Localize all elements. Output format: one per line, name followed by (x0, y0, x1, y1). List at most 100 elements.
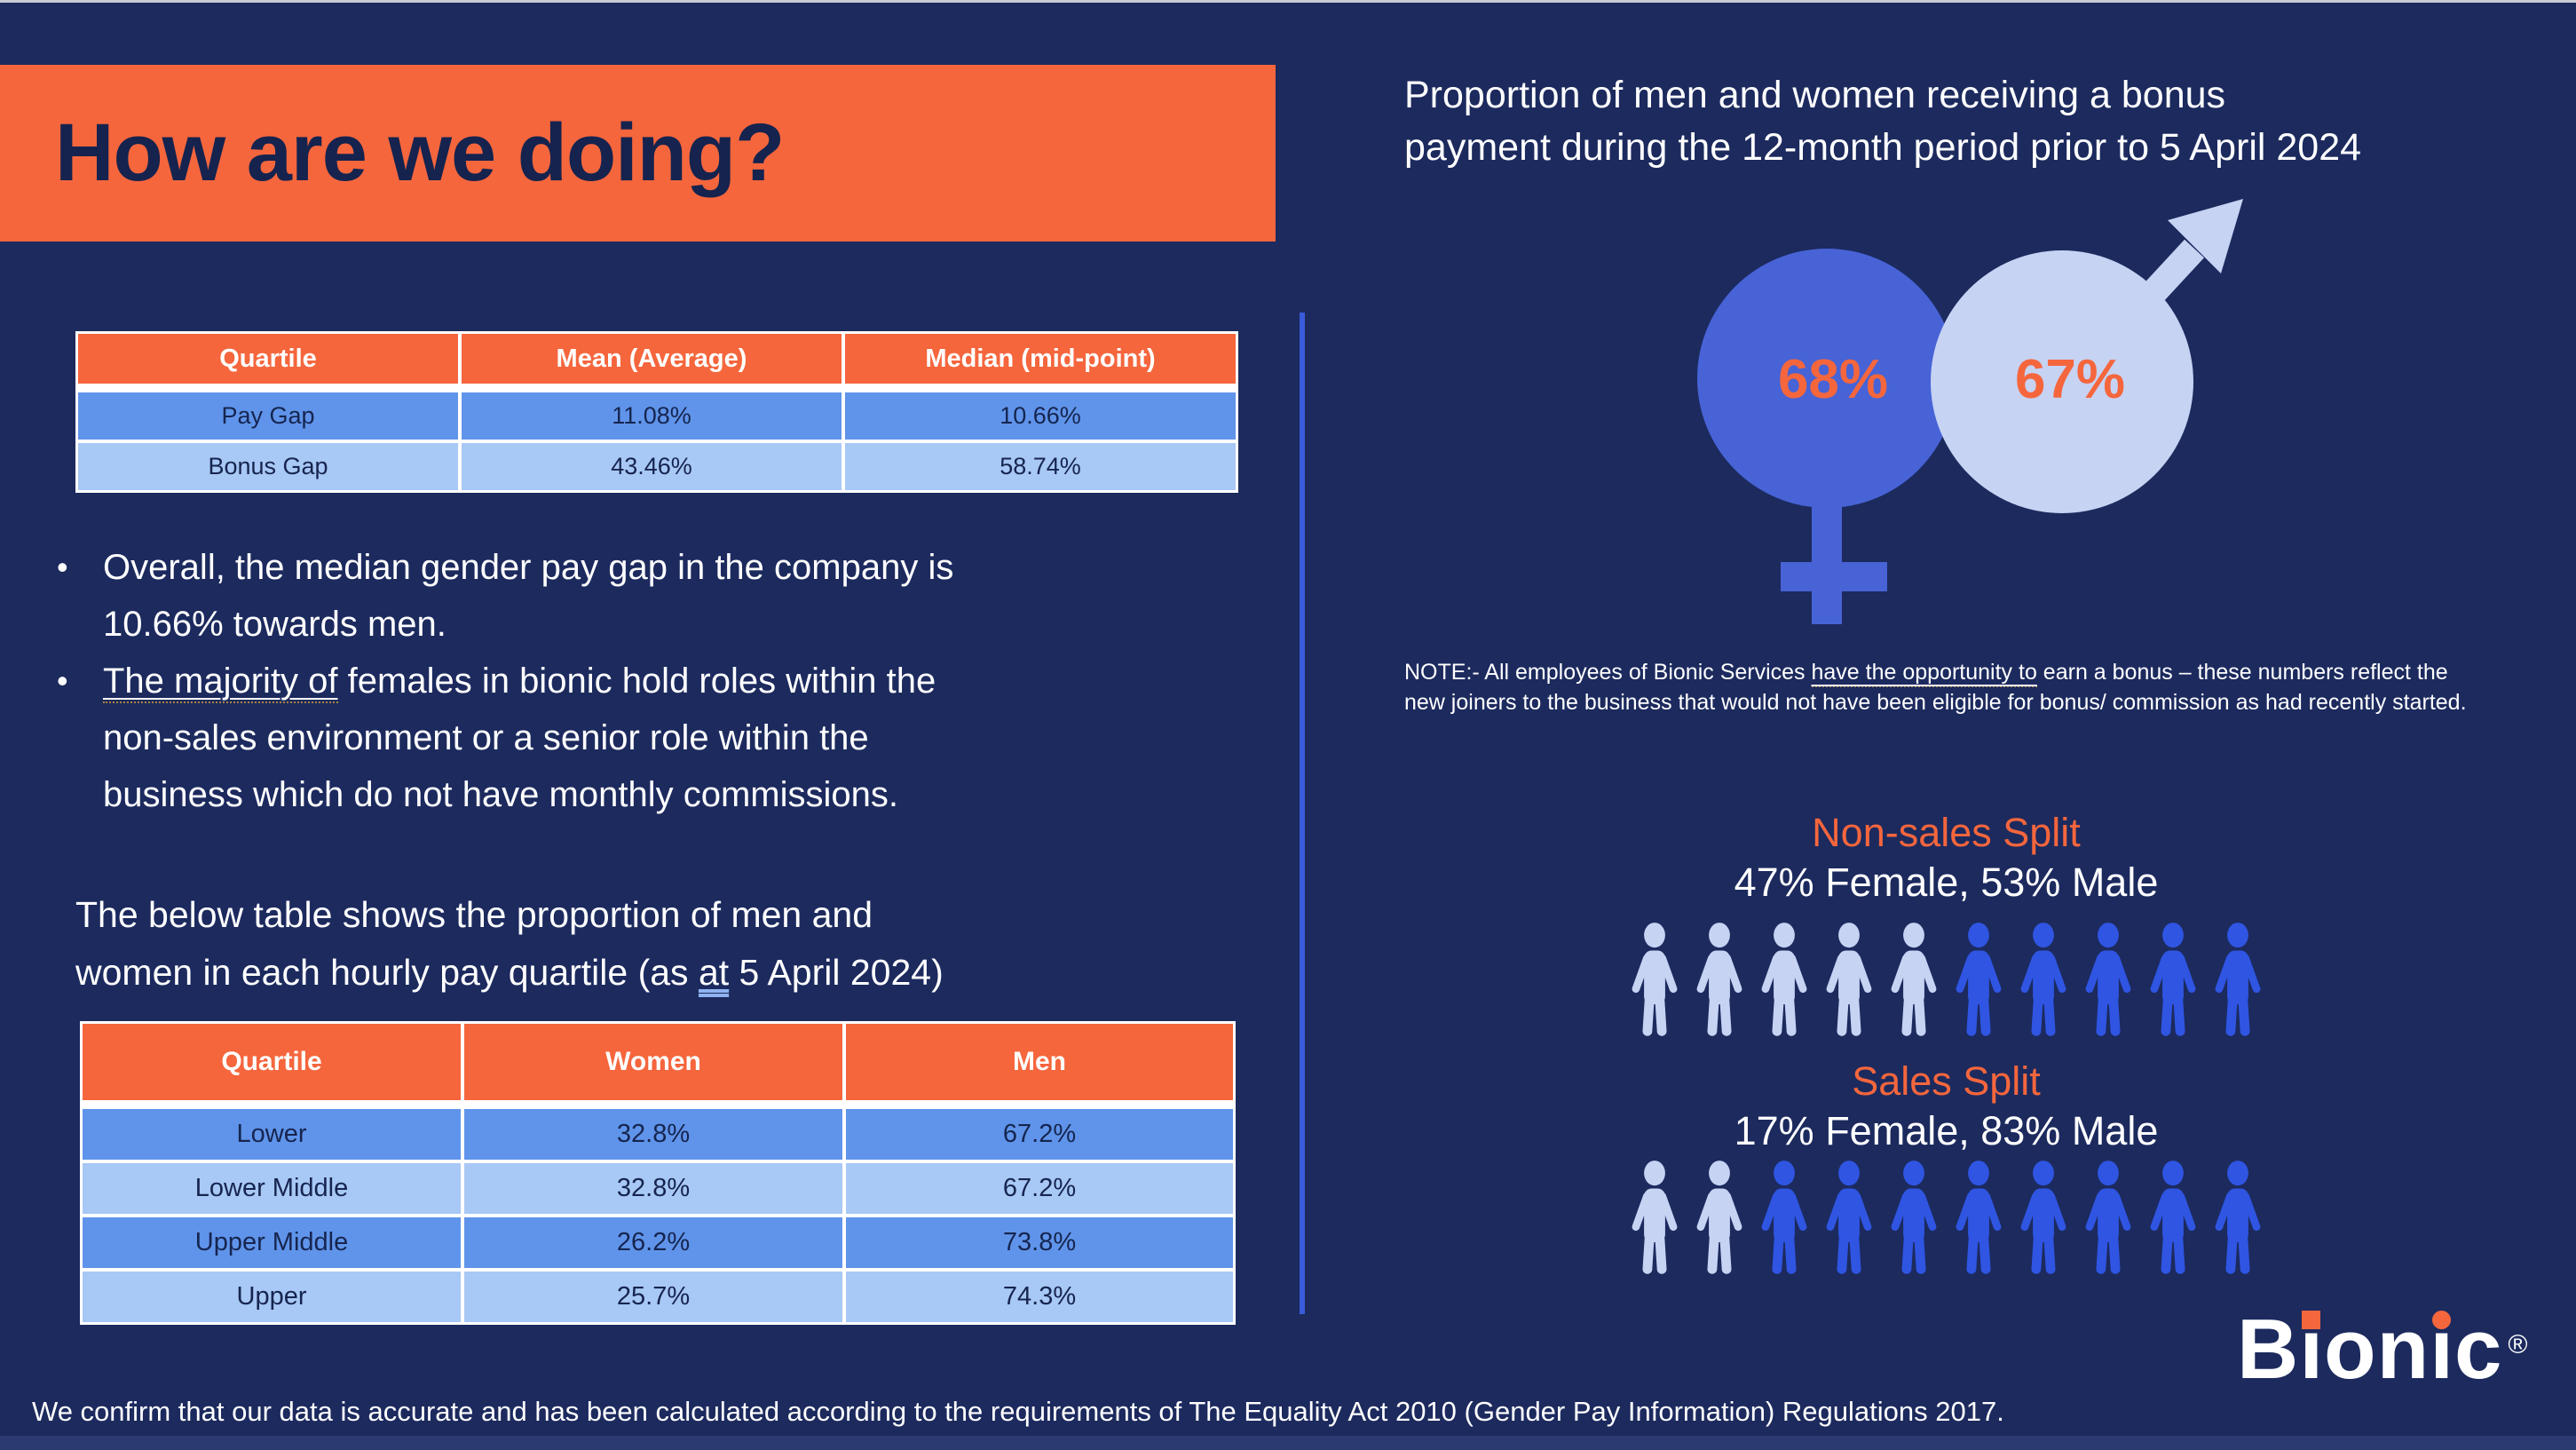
person-icon (2085, 1161, 2131, 1274)
table-cell: 43.46% (462, 443, 842, 490)
person-icon (1891, 1161, 1937, 1274)
text-fragment: at (698, 952, 730, 993)
person-icon (2150, 1161, 2196, 1274)
person-icon (1956, 923, 2002, 1036)
table-cell: Quartile (83, 1024, 461, 1100)
registered-mark: ® (2508, 1330, 2528, 1359)
text-fragment: payment during the 12-month period prior… (1404, 126, 2362, 169)
person-icon (1632, 923, 1678, 1036)
page-title: How are we doing? (55, 107, 785, 198)
sales-pictogram-row (1607, 1160, 2286, 1277)
header-banner: How are we doing? (0, 65, 1276, 242)
table-row: Lower 32.8% 67.2% (83, 1109, 1233, 1160)
sales-split-title: Sales Split (1852, 1058, 2041, 1104)
bullet-item: Overall, the median gender pay gap in th… (51, 539, 1232, 653)
logo-letter: B (2237, 1302, 2300, 1397)
table-cell: Pay Gap (78, 392, 458, 440)
table-cell: 67.2% (846, 1109, 1233, 1160)
table-cell: Men (846, 1024, 1233, 1100)
table-row: Upper Middle 26.2% 73.8% (83, 1217, 1233, 1268)
table-cell: Lower Middle (83, 1163, 461, 1214)
person-icon (2215, 923, 2261, 1036)
person-icon (1826, 1161, 1872, 1274)
top-hairline (0, 0, 2576, 3)
table-cell: 25.7% (464, 1272, 842, 1322)
person-icon (1956, 1161, 2002, 1274)
quartile-table: Quartile Women Men Lower 32.8% 67.2% Lower Mid… (80, 1021, 1236, 1325)
text-fragment: non-sales environment or a senior role w… (103, 718, 869, 757)
table-cell: 67.2% (846, 1163, 1233, 1214)
person-icon (1696, 1161, 1742, 1274)
person-icon (1891, 923, 1937, 1036)
table-header-row: Quartile Women Men (83, 1024, 1233, 1100)
female-symbol-icon (1697, 249, 1956, 624)
text-fragment: The below table shows the proportion of … (75, 894, 873, 935)
table-row: Lower Middle 32.8% 67.2% (83, 1163, 1233, 1214)
person-icon (1761, 1161, 1807, 1274)
gender-symbols-graphic: 68% 67% (1697, 199, 2243, 624)
nonsales-split-values: 47% Female, 53% Male (1734, 860, 2159, 905)
table-cell: Upper (83, 1272, 461, 1322)
person-icon (1696, 923, 1742, 1036)
male-symbol-icon (1931, 199, 2243, 513)
table-cell: 58.74% (845, 443, 1236, 490)
table-header-row: Quartile Mean (Average) Median (mid-point) (78, 334, 1236, 384)
table-row: Bonus Gap 43.46% 58.74% (78, 443, 1236, 490)
logo-i-dot-round: ı (2430, 1302, 2454, 1397)
person-icon (2020, 923, 2066, 1036)
table-row: Pay Gap 11.08% 10.66% (78, 392, 1236, 440)
text-fragment: Proportion of men and women receiving a … (1404, 74, 2226, 116)
bonus-section-heading: Proportion of men and women receiving a … (1404, 69, 2558, 174)
person-icon (2150, 923, 2196, 1036)
text-fragment: earn a bonus – these numbers reflect the (2036, 660, 2448, 685)
logo-i-dot-square: ı (2299, 1302, 2324, 1397)
table-cell: Quartile (78, 334, 458, 384)
compliance-statement: We confirm that our data is accurate and… (32, 1396, 2004, 1427)
text-fragment: 5 April 2024) (729, 952, 944, 993)
summary-bullets: Overall, the median gender pay gap in th… (51, 539, 1232, 823)
person-icon (2085, 923, 2131, 1036)
text-fragment: women in each hourly pay quartile (as (75, 952, 699, 993)
quartile-table-intro: The below table shows the proportion of … (75, 886, 1256, 1002)
logo-letter: c (2454, 1302, 2503, 1397)
bonus-note: NOTE:- All employees of Bionic Services … (1404, 657, 2558, 717)
text-fragment: have the opportunity to (1811, 660, 2037, 687)
table-cell: Women (464, 1024, 842, 1100)
table-cell: 11.08% (462, 392, 842, 440)
text-fragment: females in bionic hold roles within the (337, 662, 936, 701)
table-row: Upper 25.7% 74.3% (83, 1272, 1233, 1322)
pay-gap-table: Quartile Mean (Average) Median (mid-point)… (75, 331, 1238, 493)
person-icon (2215, 1161, 2261, 1274)
table-cell: Lower (83, 1109, 461, 1160)
gender-symbols-figure: 68% 67% (1607, 185, 2281, 677)
bottom-strip (0, 1436, 2576, 1450)
text-fragment: The majority of (103, 662, 338, 703)
text-fragment: 10.66% towards men. (103, 605, 446, 644)
table-cell: 73.8% (846, 1217, 1233, 1268)
logo-letter: n (2376, 1302, 2430, 1397)
logo-letter: o (2324, 1302, 2377, 1397)
sales-split-values: 17% Female, 83% Male (1734, 1108, 2159, 1153)
vertical-divider (1300, 313, 1305, 1314)
female-bonus-percentage: 68% (1778, 349, 1888, 410)
table-cell: Median (mid-point) (845, 334, 1236, 384)
person-icon (2020, 1161, 2066, 1274)
person-icon (1761, 923, 1807, 1036)
table-cell: Mean (Average) (462, 334, 842, 384)
split-sections: Non-sales Split 47% Female, 53% Male Sal… (1607, 0, 2286, 1450)
text-fragment: Overall, the median gender pay gap in th… (103, 548, 954, 587)
person-icon (1826, 923, 1872, 1036)
table-cell: Upper Middle (83, 1217, 461, 1268)
text-fragment: new joiners to the business that would n… (1404, 690, 2467, 715)
bullet-item: The majority of females in bionic hold r… (51, 653, 1232, 823)
table-cell: 74.3% (846, 1272, 1233, 1322)
table-cell: 32.8% (464, 1163, 842, 1214)
nonsales-pictogram-row (1607, 922, 2286, 1039)
table-cell: Bonus Gap (78, 443, 458, 490)
nonsales-split-title: Non-sales Split (1812, 810, 2081, 855)
person-icon (1632, 1161, 1678, 1274)
male-bonus-percentage: 67% (2015, 349, 2125, 410)
table-cell: 32.8% (464, 1109, 842, 1160)
table-cell: 26.2% (464, 1217, 842, 1268)
